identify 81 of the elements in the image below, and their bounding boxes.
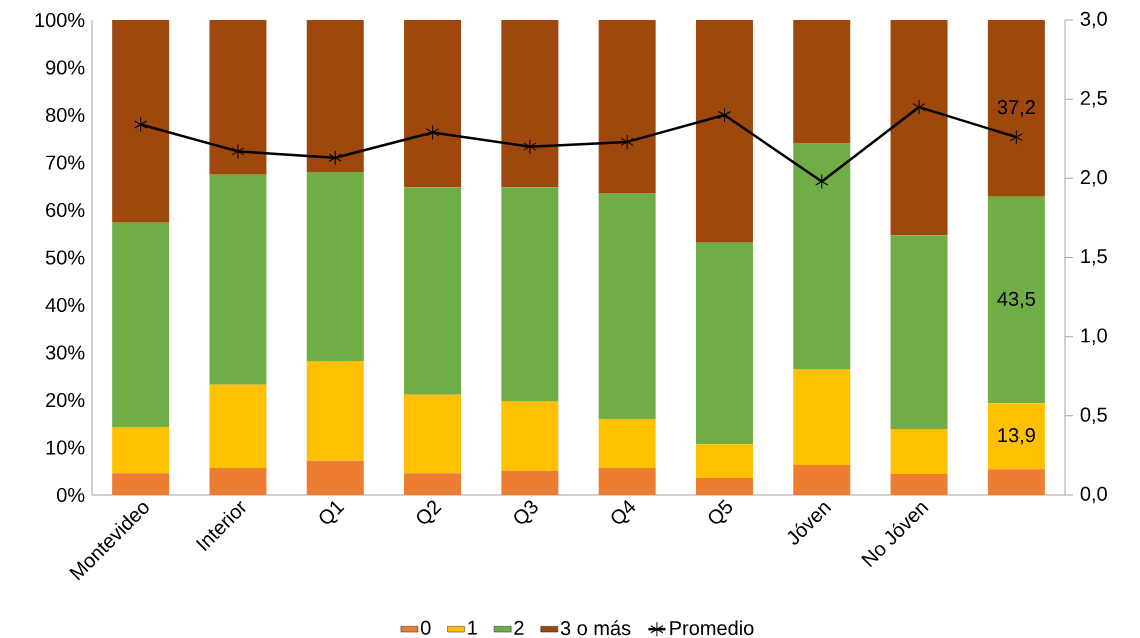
- bar: [306, 361, 364, 461]
- y-tick-label: 10%: [46, 440, 85, 455]
- bar: [306, 460, 364, 495]
- legend-label: 2: [514, 620, 524, 635]
- legend-label: 3 o más: [560, 620, 631, 636]
- legend-label: 1: [468, 620, 477, 635]
- point: [1009, 129, 1023, 145]
- bar: [209, 384, 267, 468]
- bar: [501, 187, 559, 401]
- data-label: 37,2: [997, 100, 1035, 117]
- bar: [890, 474, 948, 495]
- point: [815, 174, 829, 189]
- bar: [404, 473, 462, 495]
- data-label: 13,9: [998, 428, 1035, 445]
- y2-tick-label: 2,0: [1080, 170, 1107, 187]
- y-tick-label: 100%: [35, 12, 85, 28]
- bar: [404, 20, 462, 188]
- point: [717, 107, 732, 123]
- bar: [695, 444, 753, 478]
- bar: [209, 174, 267, 385]
- bar: [987, 403, 1045, 470]
- x-tick-label: Q3: [514, 500, 538, 524]
- point: [912, 99, 926, 115]
- x-tick-label: Q5: [708, 499, 733, 524]
- bar: [501, 470, 559, 495]
- bar: [306, 20, 364, 172]
- y-tick-label: 90%: [46, 60, 85, 75]
- bar: [598, 419, 656, 468]
- bar: [890, 20, 948, 236]
- bar: [695, 242, 753, 445]
- bar: [209, 467, 267, 495]
- bar: [598, 20, 656, 193]
- y-tick-label: 30%: [45, 345, 85, 360]
- point: [231, 143, 245, 159]
- x-tick-label: Q4: [611, 500, 636, 524]
- bar: [306, 172, 364, 362]
- bar: [112, 473, 170, 495]
- bar: [695, 20, 753, 243]
- y-tick-label: 80%: [45, 107, 85, 123]
- y-tick-label: 60%: [46, 202, 85, 218]
- bar: [695, 477, 753, 495]
- y-tick-label: 70%: [46, 155, 85, 170]
- data-label: 43,5: [997, 291, 1035, 309]
- y2-tick-label: 0,0: [1080, 486, 1107, 504]
- bar: [501, 20, 559, 188]
- bar: [404, 394, 462, 474]
- point: [620, 134, 634, 150]
- bar: [793, 20, 851, 144]
- bar: [209, 20, 267, 175]
- bar: [793, 143, 851, 370]
- point: [426, 124, 440, 140]
- y-tick-label: 0%: [57, 487, 85, 503]
- y2-tick-label: 0,5: [1080, 407, 1107, 425]
- point: [523, 139, 537, 155]
- y2-tick-label: 2,5: [1080, 90, 1107, 108]
- x-tick-label: Q2: [416, 500, 442, 524]
- bar: [112, 20, 170, 223]
- bar: [987, 196, 1045, 404]
- bar: [987, 20, 1045, 197]
- bar: [112, 222, 170, 428]
- bar: [987, 469, 1045, 495]
- bar: [598, 467, 656, 495]
- bar: [112, 427, 170, 474]
- y2-tick-label: 3,0: [1080, 11, 1107, 29]
- y-tick-label: 20%: [46, 392, 85, 408]
- bar: [404, 187, 462, 395]
- bar: [793, 465, 851, 495]
- y-tick-label: 50%: [45, 250, 85, 265]
- x-tick-label: Q1: [319, 501, 345, 524]
- point: [328, 150, 342, 166]
- y-tick-label: 40%: [45, 297, 85, 313]
- legend-label: 0: [420, 620, 431, 635]
- y2-tick-label: 1,0: [1081, 328, 1107, 345]
- bar: [890, 428, 948, 475]
- bar: [501, 400, 559, 471]
- bar: [598, 192, 656, 419]
- bar: [793, 369, 851, 466]
- point: [134, 117, 148, 132]
- y2-tick-label: 1,5: [1081, 249, 1107, 266]
- legend-label: Promedio: [670, 620, 754, 636]
- bar: [890, 235, 948, 429]
